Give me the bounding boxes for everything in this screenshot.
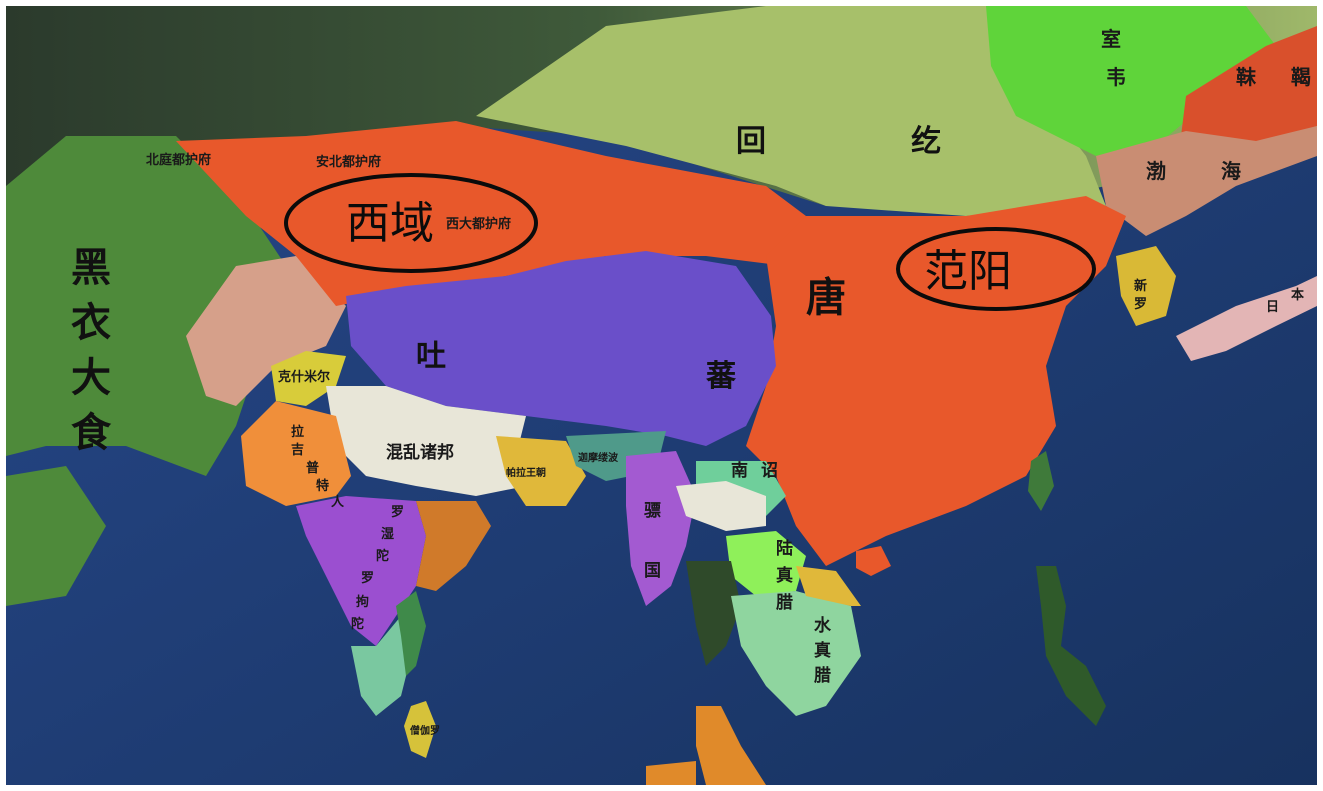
region-india-east[interactable]: [416, 501, 491, 591]
label-anxi: 西大都护府: [446, 216, 511, 232]
label-heiyi-4: 食: [71, 409, 112, 456]
label-shuizhenla-1: 水: [814, 615, 832, 636]
region-mohe[interactable]: [1181, 26, 1317, 146]
label-pyu-2: 国: [644, 561, 661, 581]
label-shuizhenla-3: 腊: [814, 666, 831, 686]
region-dvaravati[interactable]: [686, 561, 741, 666]
region-silla[interactable]: [1116, 246, 1176, 326]
label-nanzhao-2: 诏: [761, 461, 778, 481]
label-lajipute-3: 普: [306, 460, 319, 476]
label-beiting: 北庭都护府: [146, 152, 211, 168]
region-sumatra[interactable]: [646, 761, 696, 785]
label-tubo-1: 吐: [416, 339, 446, 374]
label-bohai-1: 渤: [1146, 159, 1166, 183]
region-japan[interactable]: [1176, 276, 1317, 361]
annotation-xiyu[interactable]: 西域: [284, 173, 538, 273]
map-viewport[interactable]: 唐 回 纥 吐 蕃 黑 衣 大 食 渤 海 室 韦 靺 鞨 新 罗 日 本 混乱…: [6, 6, 1317, 785]
region-pallava[interactable]: [396, 591, 426, 676]
ellipse-xiyu: [284, 173, 538, 273]
label-pala: 帕拉王朝: [506, 466, 546, 479]
island-taiwan[interactable]: [1028, 451, 1054, 511]
label-kashmir: 克什米尔: [278, 369, 330, 385]
historical-map: 唐 回 纥 吐 蕃 黑 衣 大 食 渤 海 室 韦 靺 鞨 新 罗 日 本 混乱…: [6, 6, 1317, 785]
region-tang[interactable]: [746, 196, 1126, 566]
label-shiwei-2: 韦: [1106, 65, 1126, 89]
label-luzhenla-2: 真: [776, 565, 793, 586]
label-lajipute-1: 拉: [291, 424, 304, 440]
label-mohe-2: 鞨: [1291, 65, 1311, 89]
region-kashmir[interactable]: [271, 351, 346, 406]
label-huihe-2: 纥: [911, 124, 941, 159]
label-mohe-1: 靺: [1236, 65, 1257, 89]
label-tang: 唐: [806, 274, 846, 321]
label-rashtrakuta-1: 罗: [391, 505, 404, 520]
label-heiyi-1: 黑: [71, 244, 111, 291]
label-pyu-1: 骠: [644, 501, 661, 521]
label-huihe-1: 回: [736, 124, 766, 159]
label-bohai-2: 海: [1221, 159, 1241, 183]
region-water-chenla[interactable]: [731, 591, 861, 716]
label-luzhenla-3: 腊: [776, 593, 793, 613]
label-mixed-states: 混乱诸邦: [386, 442, 454, 463]
label-xinluo-2: 罗: [1134, 297, 1147, 312]
annotation-fanyang[interactable]: 范阳: [896, 227, 1096, 311]
label-kamarupa: 迦摩缕波: [578, 451, 619, 464]
label-luzhenla-1: 陆: [776, 539, 793, 559]
region-srivijaya[interactable]: [696, 706, 766, 785]
label-heiyi-2: 衣: [71, 299, 111, 346]
label-rashtrakuta-5: 拘: [356, 594, 369, 610]
label-lajipute-4: 特: [316, 478, 329, 494]
label-xiyu: 西域: [346, 198, 434, 249]
region-balhae[interactable]: [1096, 126, 1317, 236]
label-ceylon: 僧伽罗: [410, 724, 440, 737]
label-rashtrakuta-4: 罗: [361, 571, 374, 586]
region-south-india[interactable]: [351, 616, 411, 716]
label-tubo-2: 蕃: [706, 359, 737, 394]
label-xinluo-1: 新: [1134, 278, 1147, 294]
region-shiwei[interactable]: [986, 6, 1276, 156]
label-lajipute-2: 吉: [291, 443, 304, 458]
island-hainan[interactable]: [856, 546, 891, 576]
label-anbei: 安北都护府: [316, 154, 381, 170]
label-rashtrakuta-3: 陀: [376, 548, 389, 564]
region-pala[interactable]: [496, 436, 586, 506]
region-uyghur[interactable]: [476, 6, 1106, 216]
label-nanzhao-1: 南: [731, 460, 748, 481]
region-nanzhao-white[interactable]: [676, 481, 766, 531]
label-rashtrakuta-6: 陀: [351, 616, 364, 632]
label-rashtrakuta-2: 湿: [381, 527, 394, 542]
region-rashtrakuta[interactable]: [296, 496, 426, 646]
region-mixed-states[interactable]: [326, 386, 526, 496]
ellipse-fanyang: [896, 227, 1096, 311]
region-gurjara[interactable]: [241, 401, 351, 506]
region-champa[interactable]: [796, 566, 861, 606]
region-labels: 唐 回 纥 吐 蕃 黑 衣 大 食 渤 海 室 韦 靺 鞨 新 罗 日 本 混乱…: [71, 27, 1311, 737]
region-tibet[interactable]: [346, 251, 776, 446]
label-heiyi-3: 大: [71, 354, 111, 401]
label-shuizhenla-2: 真: [814, 640, 831, 661]
island-ceylon[interactable]: [404, 701, 436, 758]
region-tokhara[interactable]: [186, 256, 346, 406]
region-land-chenla[interactable]: [726, 531, 806, 596]
label-riben-1: 日: [1266, 300, 1279, 315]
label-riben-2: 本: [1291, 287, 1304, 303]
region-abbasid-south[interactable]: [6, 466, 106, 606]
islands-philippines[interactable]: [1036, 566, 1106, 726]
label-fanyang: 范阳: [924, 246, 1012, 297]
label-shiwei-1: 室: [1101, 27, 1121, 51]
label-lajipute-5: 人: [331, 494, 345, 510]
